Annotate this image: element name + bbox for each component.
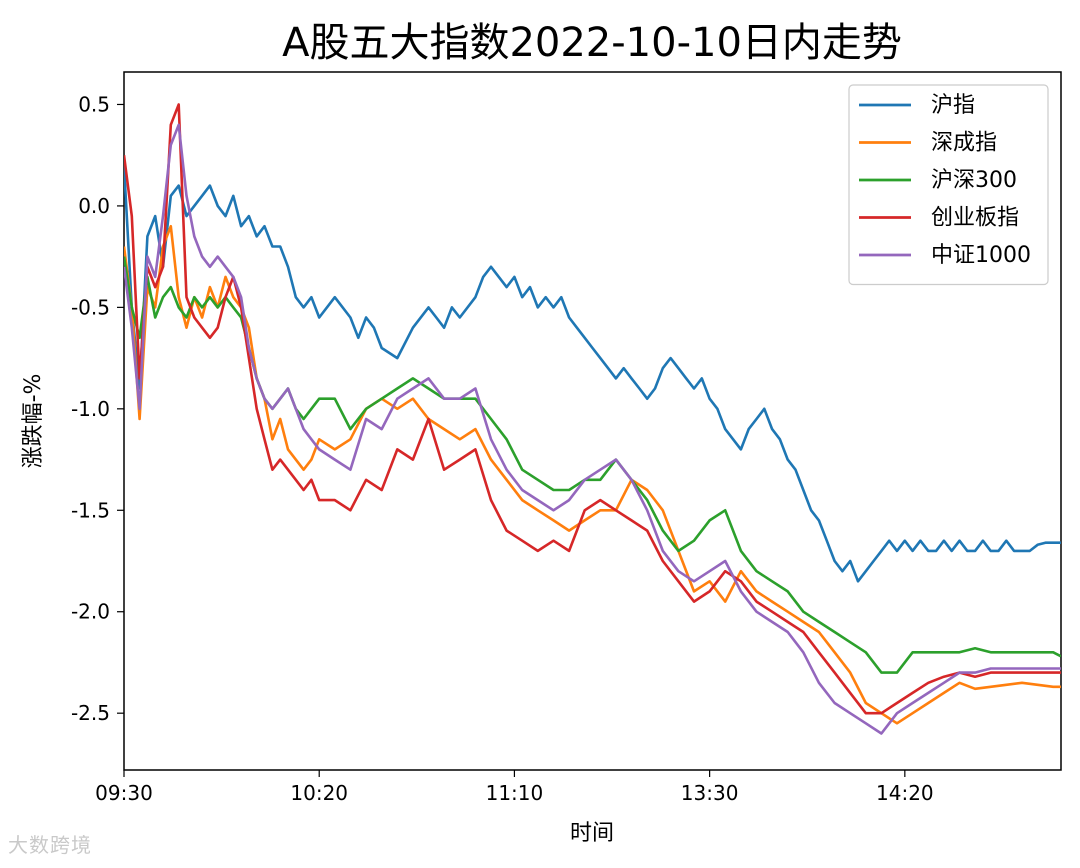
y-tick-label: 0.0: [78, 194, 110, 218]
legend-label: 中证1000: [931, 243, 1031, 268]
y-axis: 0.5 0.0 -0.5 -1.0 -1.5 -2.0 -2.5: [71, 92, 124, 725]
series-layer: [124, 103, 1061, 735]
series-line-1: [124, 224, 1061, 725]
watermark: 大数跨境: [8, 833, 92, 857]
series-line-3: [124, 103, 1061, 715]
series-line-0: [124, 165, 1061, 583]
legend-label: 沪深300: [931, 168, 1017, 193]
legend-label: 沪指: [931, 93, 975, 118]
plot-frame: [123, 71, 1062, 771]
legend-label: 创业板指: [931, 206, 1019, 231]
x-tick-label: 10:20: [290, 781, 348, 805]
x-tick-label: 13:30: [681, 781, 739, 805]
x-axis-label: 时间: [570, 821, 614, 846]
y-axis-label: 涨跌幅-%: [21, 374, 46, 469]
chart-title: A股五大指数2022-10-10日内走势: [282, 20, 902, 66]
legend-box: [848, 84, 1049, 286]
series-line-4: [124, 123, 1061, 735]
y-tick-label: 0.5: [78, 92, 110, 116]
legend-label: 深成指: [931, 131, 997, 156]
y-tick-label: -2.0: [71, 600, 110, 624]
y-tick-label: -1.5: [71, 498, 110, 522]
y-tick-label: -2.5: [71, 701, 110, 725]
series-line-2: [124, 256, 1061, 674]
x-axis: 09:30 10:20 11:10 13:30 14:20: [95, 770, 934, 805]
x-tick-label: 09:30: [95, 781, 153, 805]
y-tick-label: -0.5: [71, 295, 110, 319]
y-tick-label: -1.0: [71, 397, 110, 421]
x-tick-label: 14:20: [876, 781, 934, 805]
x-tick-label: 11:10: [486, 781, 544, 805]
